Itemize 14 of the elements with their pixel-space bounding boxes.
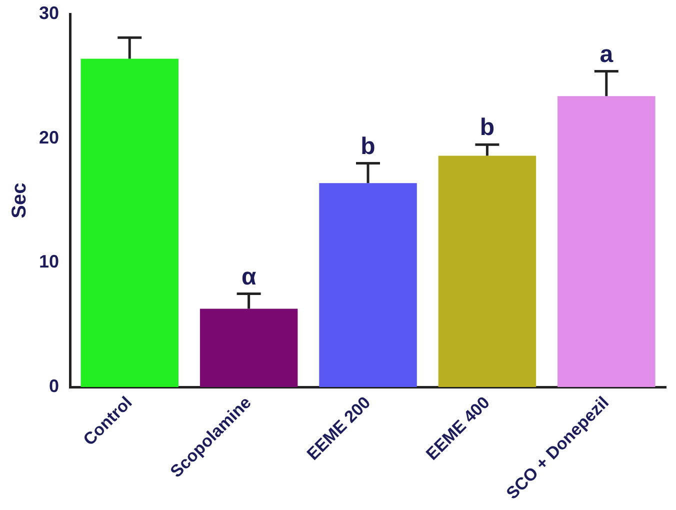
bar — [319, 183, 417, 388]
bar — [558, 96, 656, 388]
annotation: b — [480, 114, 495, 142]
annotation: b — [360, 132, 376, 160]
y-tick-label: 30 — [38, 2, 60, 23]
bar — [200, 308, 298, 388]
y-tick-label: 20 — [38, 127, 60, 148]
y-tick-label: 10 — [38, 252, 60, 272]
annotation: α — [241, 263, 256, 290]
bar — [80, 58, 178, 388]
annotation: a — [600, 40, 614, 68]
y-tick-label: 0 — [49, 376, 60, 396]
y-axis-title: Sec — [8, 182, 31, 218]
bar — [438, 156, 536, 388]
